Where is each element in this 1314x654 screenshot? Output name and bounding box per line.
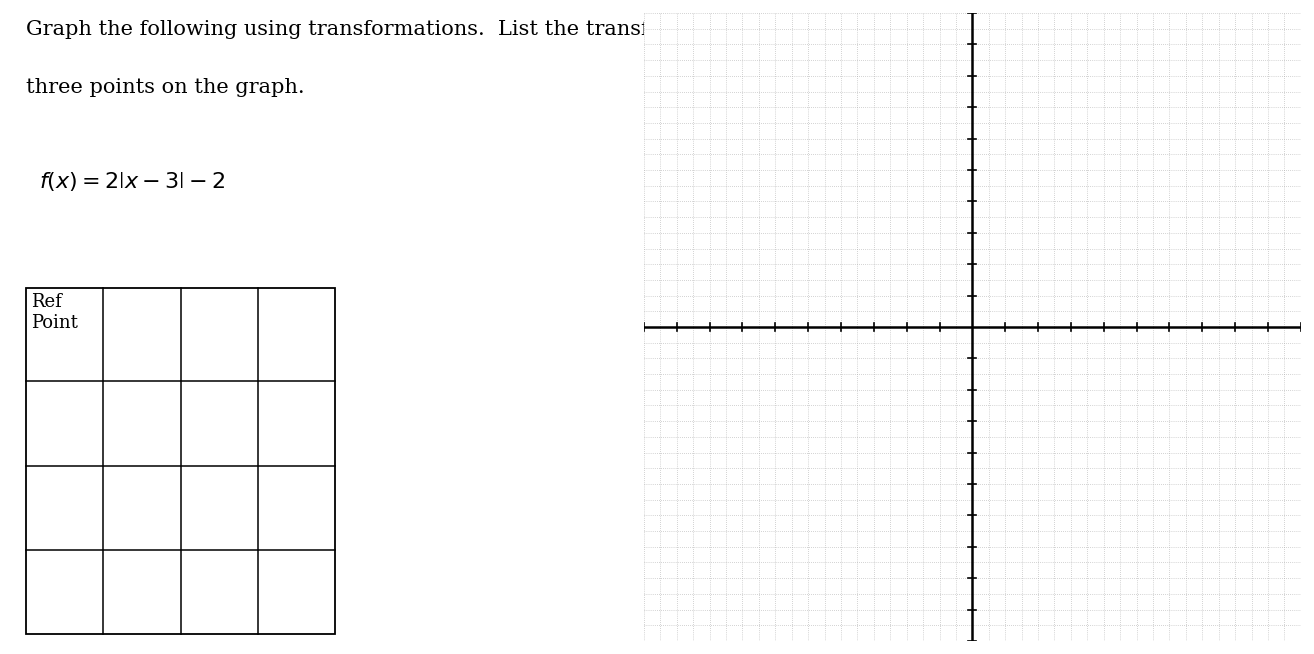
Text: three points on the graph.: three points on the graph. bbox=[26, 78, 305, 97]
FancyBboxPatch shape bbox=[26, 288, 335, 634]
Text: Ref
Point: Ref Point bbox=[32, 293, 79, 332]
Text: $f(x) = 2\left|x-3\right|-2$: $f(x) = 2\left|x-3\right|-2$ bbox=[39, 170, 226, 193]
Text: Graph the following using transformations.  List the transformations in order an: Graph the following using transformation… bbox=[26, 20, 951, 39]
